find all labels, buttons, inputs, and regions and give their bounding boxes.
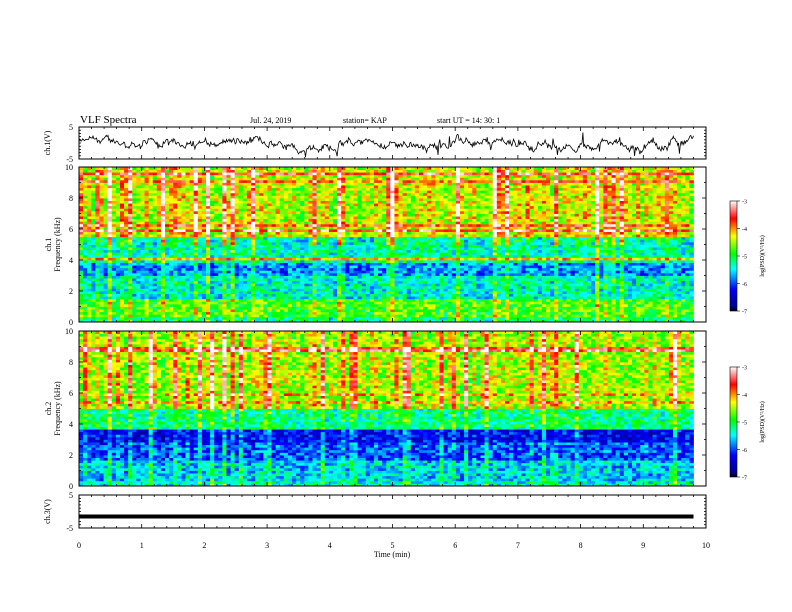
y-axis-title: ch.3(V) <box>43 499 52 524</box>
spectrogram-cells <box>79 167 694 323</box>
ch3-trace <box>79 514 694 519</box>
y-tick-label: 0 <box>69 318 73 327</box>
colorbar-tick-label: -6 <box>742 448 747 454</box>
y-tick-label: 10 <box>65 163 73 172</box>
time-axis: Time (min) 0 1 2 3 4 5 6 7 8 9 10 <box>77 541 710 559</box>
station-label: station= KAP <box>343 116 387 125</box>
x-tick-label: 1 <box>140 541 144 550</box>
colorbar-scale <box>729 366 738 478</box>
panel-frame <box>78 494 707 529</box>
y-axis-title: ch.1Frequency (kHz) <box>44 217 62 272</box>
ch1-colorbar: -3 -4 -5 -6 -7 log(PSD)(V²/Hz) <box>729 200 766 316</box>
x-tick-label: 2 <box>202 541 206 550</box>
y-tick-label: 0 <box>69 482 73 491</box>
ch2-spectrogram-panel: 0 2 4 6 8 10 ch.2Frequency (kHz) <box>44 327 707 491</box>
y-tick-label: 5 <box>69 491 73 500</box>
ch3-waveform-panel: 5 -5 ch.3(V) <box>43 491 707 533</box>
ch1-waveform-panel: 5 -5 ch.1(V) <box>43 123 707 164</box>
x-tick-label: 6 <box>453 541 457 550</box>
colorbar-tick-label: -5 <box>742 421 747 427</box>
ch2-colorbar: -3 -4 -5 -6 -7 log(PSD)(V²/Hz) <box>729 366 766 482</box>
colorbar-label: log(PSD)(V²/Hz) <box>759 235 766 276</box>
y-tick-label: 8 <box>69 358 73 367</box>
colorbar-tick-label: -7 <box>742 310 747 316</box>
ch1-spectrogram-panel: 0 2 4 6 8 10 ch.1Frequency (kHz) <box>44 163 707 327</box>
colorbar-tick-label: -4 <box>742 227 747 233</box>
colorbar-tick-label: -3 <box>742 366 747 372</box>
y-axis-title: ch.2Frequency (kHz) <box>44 381 62 436</box>
colorbar-tick-label: -6 <box>742 282 747 288</box>
x-tick-label: 5 <box>391 541 395 550</box>
colorbar-tick-label: -3 <box>742 200 747 206</box>
x-tick-label: 9 <box>641 541 645 550</box>
x-tick-label: 7 <box>516 541 520 550</box>
ch1-trace <box>78 132 694 158</box>
spectrogram-cells <box>79 331 694 487</box>
y-tick-label: 2 <box>69 287 73 296</box>
y-tick-label: 6 <box>69 389 73 398</box>
y-tick-label: 2 <box>69 451 73 460</box>
x-tick-label: 0 <box>77 541 81 550</box>
y-tick-label: 5 <box>69 123 73 132</box>
x-axis-title: Time (min) <box>374 550 411 559</box>
colorbar-tick-label: -7 <box>742 476 747 482</box>
colorbar-tick-label: -4 <box>742 393 747 399</box>
date-label: Jul. 24, 2019 <box>250 116 291 125</box>
colorbar-tick-label: -5 <box>742 255 747 261</box>
y-tick-label: -5 <box>66 524 73 533</box>
x-tick-label: 10 <box>702 541 710 550</box>
colorbar-scale <box>729 200 738 312</box>
start-time-label: start UT = 14: 30: 1 <box>437 116 500 125</box>
y-tick-label: 8 <box>69 194 73 203</box>
y-tick-label: -5 <box>66 155 73 164</box>
y-tick-label: 4 <box>69 420 73 429</box>
x-tick-label: 4 <box>328 541 332 550</box>
y-axis-title: ch.1(V) <box>43 130 52 155</box>
x-tick-label: 8 <box>579 541 583 550</box>
y-tick-label: 10 <box>65 327 73 336</box>
y-tick-label: 4 <box>69 256 73 265</box>
figure-title: VLF Spectra <box>80 114 137 126</box>
colorbar-label: log(PSD)(V²/Hz) <box>759 401 766 442</box>
y-tick-label: 6 <box>69 225 73 234</box>
x-tick-label: 3 <box>265 541 269 550</box>
